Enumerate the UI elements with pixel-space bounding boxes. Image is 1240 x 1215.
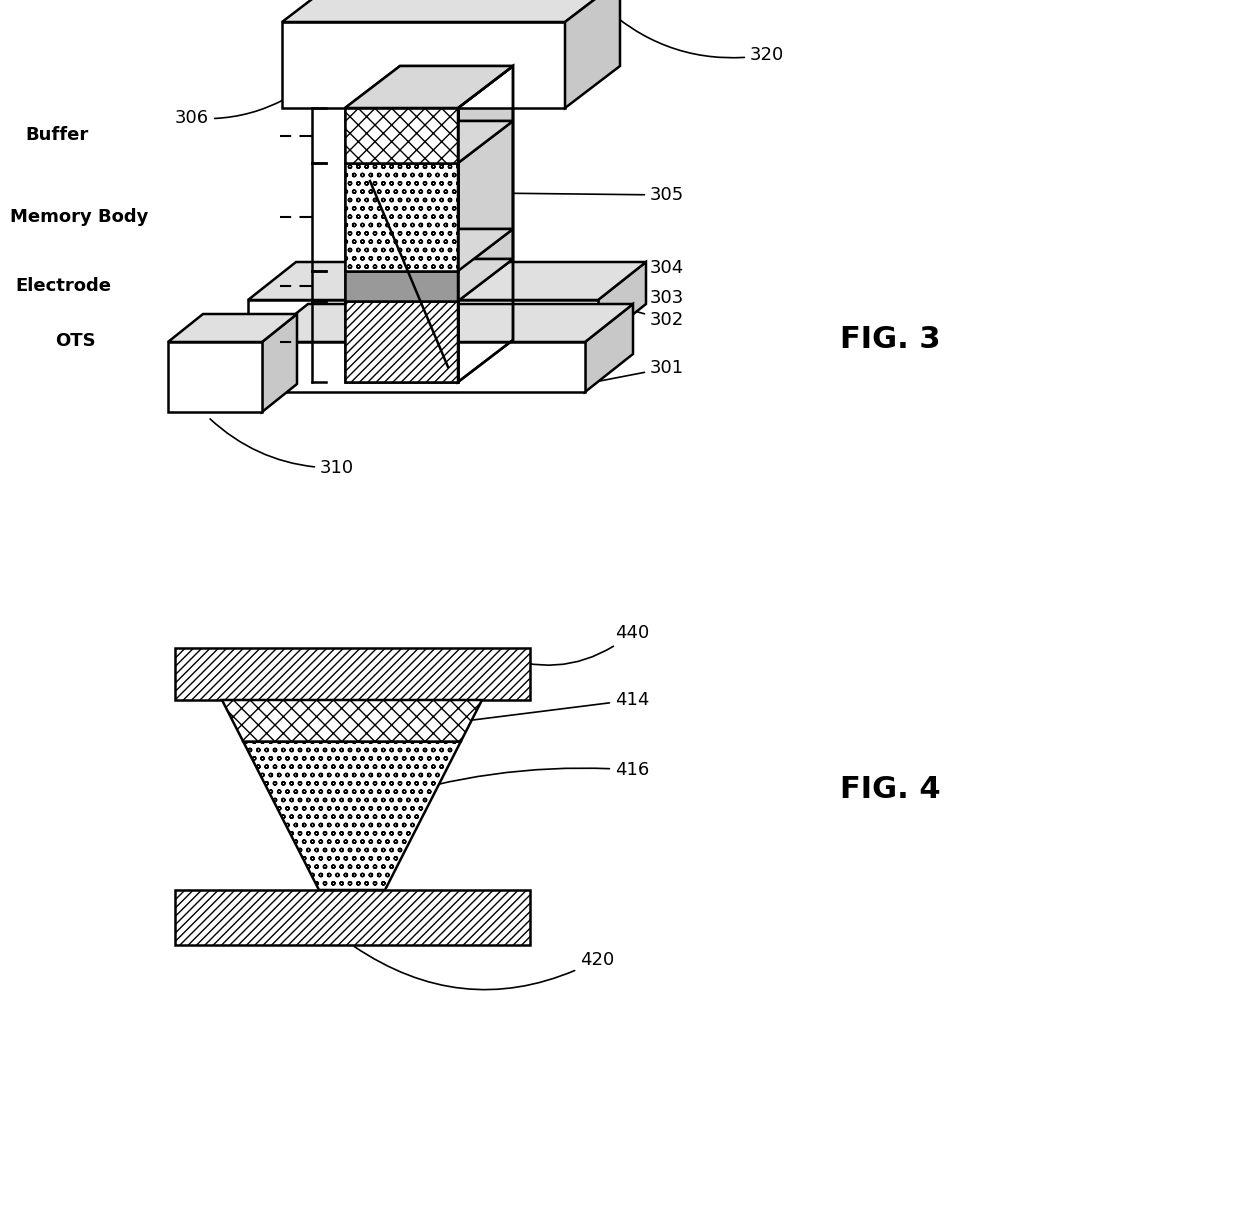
Polygon shape <box>281 22 565 108</box>
Text: 306: 306 <box>175 100 284 128</box>
Polygon shape <box>345 259 513 301</box>
Text: 302: 302 <box>615 306 684 329</box>
Text: 414: 414 <box>469 691 650 720</box>
Polygon shape <box>345 108 458 163</box>
Polygon shape <box>167 341 262 412</box>
Polygon shape <box>243 742 461 891</box>
Text: 303: 303 <box>471 289 684 312</box>
Polygon shape <box>565 0 620 108</box>
Bar <box>175 891 529 945</box>
Polygon shape <box>345 271 458 301</box>
Polygon shape <box>345 271 458 301</box>
Polygon shape <box>262 313 298 412</box>
Polygon shape <box>345 108 458 163</box>
Text: 320: 320 <box>600 2 784 64</box>
Polygon shape <box>345 122 513 163</box>
Text: OTS: OTS <box>55 333 95 350</box>
Polygon shape <box>345 301 458 382</box>
Text: 304: 304 <box>477 259 684 277</box>
Polygon shape <box>260 341 585 392</box>
Polygon shape <box>345 228 513 271</box>
Text: FIG. 4: FIG. 4 <box>839 775 941 804</box>
Polygon shape <box>222 700 482 742</box>
Text: FIG. 3: FIG. 3 <box>839 326 940 355</box>
Polygon shape <box>260 304 632 341</box>
Polygon shape <box>345 301 458 382</box>
Text: 305: 305 <box>489 186 684 204</box>
Text: 310: 310 <box>210 419 355 477</box>
Text: Buffer: Buffer <box>25 126 88 145</box>
Text: 420: 420 <box>355 946 614 990</box>
Polygon shape <box>345 259 513 301</box>
Polygon shape <box>345 66 513 108</box>
Polygon shape <box>345 122 513 163</box>
Polygon shape <box>458 66 513 382</box>
Text: 416: 416 <box>378 761 650 801</box>
Text: 440: 440 <box>495 625 650 665</box>
Polygon shape <box>248 300 598 341</box>
Polygon shape <box>345 163 458 271</box>
Polygon shape <box>281 0 620 22</box>
Polygon shape <box>345 66 513 108</box>
Polygon shape <box>345 228 513 271</box>
Polygon shape <box>598 262 646 341</box>
Polygon shape <box>248 262 646 300</box>
Text: Memory Body: Memory Body <box>10 208 149 226</box>
Bar <box>175 648 529 700</box>
Text: Electrode: Electrode <box>15 277 112 295</box>
Polygon shape <box>167 313 298 341</box>
Polygon shape <box>585 304 632 392</box>
Polygon shape <box>345 163 458 271</box>
Text: 325: 325 <box>274 321 315 356</box>
Text: 301: 301 <box>598 358 684 382</box>
